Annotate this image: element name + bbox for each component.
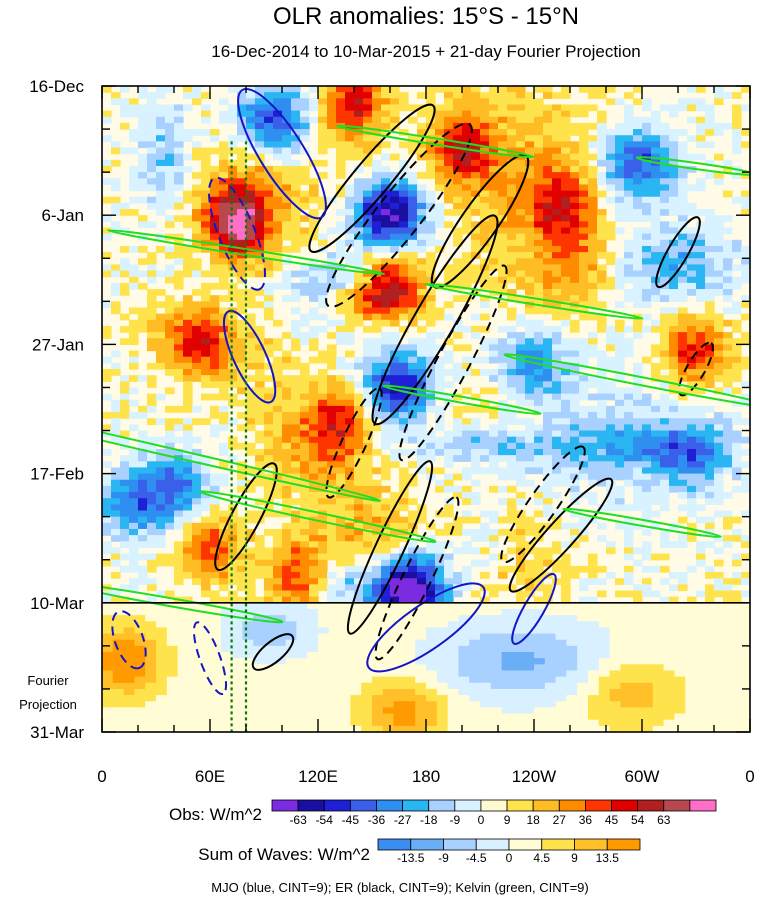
obs-cb-swatch-13 xyxy=(611,799,639,812)
obs-cb-swatch-11 xyxy=(558,799,586,812)
obs-cb-level-3: -36 xyxy=(368,813,386,827)
waves-cb-level-3: 0 xyxy=(506,851,513,865)
waves-cb-swatch-2 xyxy=(443,838,477,851)
waves-cb-level-6: 13.5 xyxy=(596,851,620,865)
chart-title: OLR anomalies: 15°S - 15°N xyxy=(273,3,579,30)
obs-cb-swatch-16 xyxy=(689,799,717,812)
obs-cb-level-11: 36 xyxy=(579,813,593,827)
y-tick-label-0: 16-Dec xyxy=(29,77,84,96)
waves-colorbar: -13.5 -9 -4.5 0 4.5 9 13.5 xyxy=(377,838,641,865)
plot-area xyxy=(102,86,750,732)
y-tick-label-4: 10-Mar xyxy=(30,594,84,613)
wave-legend: MJO (blue, CINT=9); ER (black, CINT=9); … xyxy=(211,880,588,895)
obs-cb-level-1: -54 xyxy=(316,813,334,827)
projection-label-line1: Fourier xyxy=(27,673,69,688)
projection-label-line2: Projection xyxy=(19,697,77,712)
waves-cb-level-4: 4.5 xyxy=(533,851,550,865)
obs-cb-level-14: 63 xyxy=(657,813,671,827)
obs-cb-swatch-2 xyxy=(323,799,351,812)
obs-cb-level-2: -45 xyxy=(342,813,360,827)
obs-cb-swatch-3 xyxy=(349,799,377,812)
obs-cb-swatch-9 xyxy=(506,799,534,812)
x-tick-label-1: 60E xyxy=(195,767,225,786)
obs-cb-swatch-4 xyxy=(376,799,403,812)
y-tick-label-3: 17-Feb xyxy=(30,465,84,484)
waves-cb-level-2: -4.5 xyxy=(466,851,487,865)
x-tick-label-3: 180 xyxy=(412,767,440,786)
chart-subtitle: 16-Dec-2014 to 10-Mar-2015 + 21-day Four… xyxy=(211,42,640,61)
x-tick-label-5: 60W xyxy=(625,767,660,786)
x-tick-label-2: 120E xyxy=(298,767,338,786)
x-tick-label-0: 0 xyxy=(97,767,106,786)
obs-cb-swatch-12 xyxy=(585,799,612,812)
obs-cb-level-6: -9 xyxy=(449,813,460,827)
y-tick-label-5: 31-Mar xyxy=(30,723,84,742)
obs-colorbar-label: Obs: W/m^2 xyxy=(169,805,262,824)
obs-cb-level-5: -18 xyxy=(420,813,438,827)
x-tick-label-4: 120W xyxy=(512,767,556,786)
projection-anomaly-field xyxy=(102,602,750,732)
waves-cb-swatch-0 xyxy=(377,838,412,851)
y-tick-label-1: 6-Jan xyxy=(41,206,84,225)
wave-contours xyxy=(102,88,750,696)
obs-cb-level-12: 45 xyxy=(605,813,619,827)
waves-cb-level-0: -13.5 xyxy=(397,851,425,865)
waves-colorbar-label: Sum of Waves: W/m^2 xyxy=(198,845,370,864)
obs-cb-level-4: -27 xyxy=(394,813,412,827)
x-tick-label-6: 0 xyxy=(745,767,754,786)
waves-cb-swatch-5 xyxy=(541,838,575,851)
y-axis: 16-Dec 6-Jan 27-Jan 17-Feb 10-Mar 31-Mar xyxy=(29,77,750,742)
waves-cb-level-1: -9 xyxy=(438,851,449,865)
obs-cb-swatch-1 xyxy=(297,799,325,812)
obs-cb-swatch-14 xyxy=(637,799,665,812)
obs-cb-swatch-0 xyxy=(271,799,299,812)
x-axis: 0 60E 120E 180 120W 60W 0 xyxy=(97,86,755,786)
obs-cb-swatch-15 xyxy=(663,799,691,812)
obs-cb-level-10: 27 xyxy=(553,813,567,827)
obs-cb-swatch-6 xyxy=(428,799,456,812)
waves-cb-swatch-4 xyxy=(508,838,543,851)
obs-cb-level-7: 0 xyxy=(478,813,485,827)
waves-cb-swatch-3 xyxy=(475,838,510,851)
waves-cb-level-5: 9 xyxy=(571,851,578,865)
obs-cb-swatch-10 xyxy=(532,799,560,812)
obs-colorbar: -63 -54 -45 -36 -27 -18 -9 0 9 18 27 36 45 54 63 xyxy=(271,799,717,827)
waves-cb-swatch-6 xyxy=(574,838,608,851)
obs-cb-swatch-7 xyxy=(454,799,482,812)
obs-cb-level-0: -63 xyxy=(289,813,307,827)
obs-cb-level-8: 9 xyxy=(504,813,511,827)
waves-cb-swatch-1 xyxy=(410,838,444,851)
y-tick-label-2: 27-Jan xyxy=(32,335,84,354)
obs-cb-level-13: 54 xyxy=(631,813,645,827)
reference-markers xyxy=(230,141,248,732)
obs-cb-swatch-8 xyxy=(480,799,508,812)
obs-cb-level-9: 18 xyxy=(526,813,540,827)
waves-cb-swatch-7 xyxy=(606,838,641,851)
obs-cb-swatch-5 xyxy=(402,799,430,812)
